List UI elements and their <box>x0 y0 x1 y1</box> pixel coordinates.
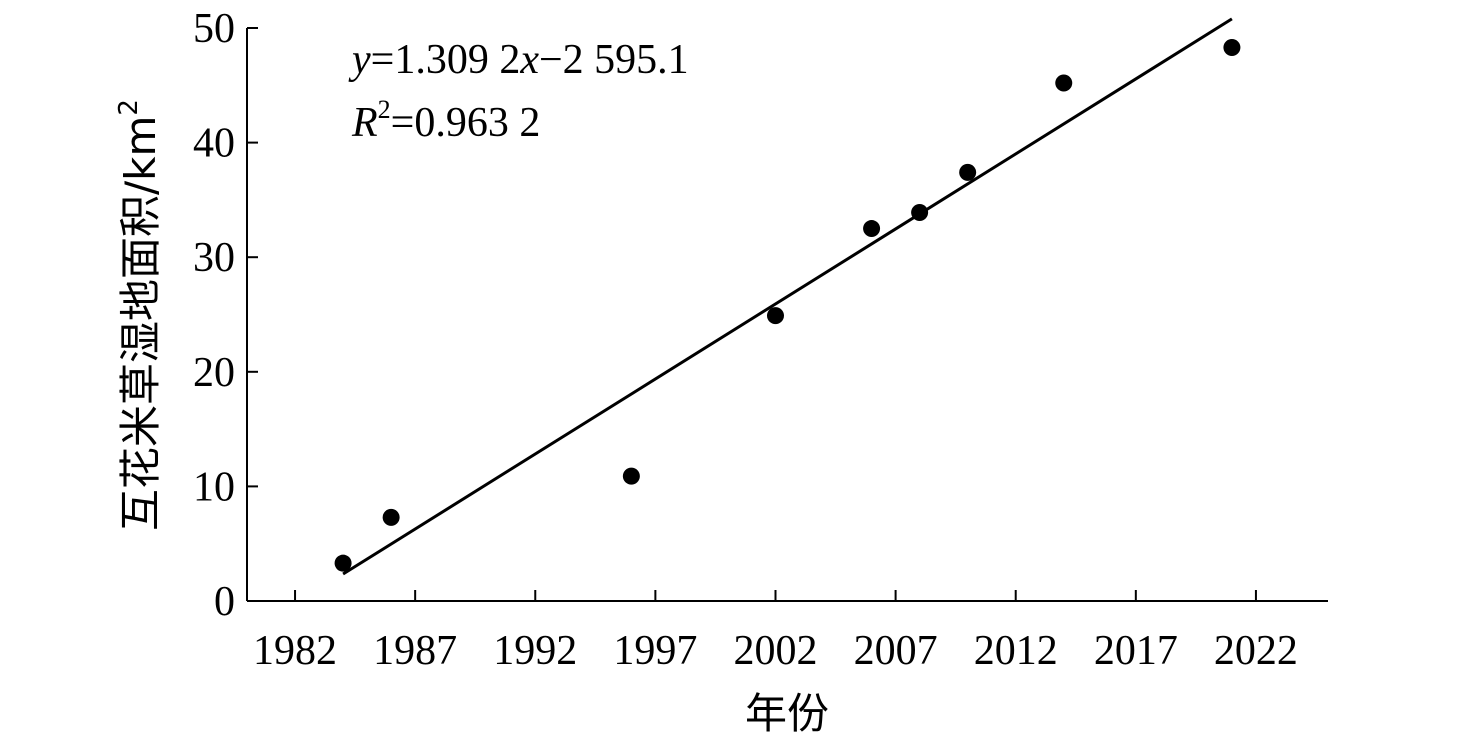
equation-y: y <box>348 37 371 83</box>
y-tick-label: 30 <box>193 235 235 281</box>
data-point <box>863 220 881 238</box>
x-tick-label: 1997 <box>613 628 697 674</box>
y-ticks: 0 10 20 30 40 50 <box>193 6 258 625</box>
r2-value: =0.963 2 <box>391 100 541 146</box>
equation-intercept: −2 595.1 <box>539 37 689 83</box>
regression-equation: y=1.309 2x−2 595.1 <box>348 37 689 83</box>
data-point <box>959 163 977 181</box>
data-point <box>911 204 929 222</box>
data-point <box>382 508 400 526</box>
data-point <box>1055 74 1073 92</box>
x-ticks: 1982 1987 1992 1997 2002 2007 2012 2017 2022 <box>253 590 1298 674</box>
y-axis-title-sup: 2 <box>114 99 144 116</box>
equation-slope: =1.309 2 <box>371 37 521 83</box>
y-axis-title: 互花米草湿地面积/km2 <box>114 99 165 531</box>
y-tick-label: 0 <box>214 579 235 625</box>
x-tick-label: 2022 <box>1214 628 1298 674</box>
data-point <box>766 307 784 325</box>
r2-label: R <box>351 100 378 146</box>
r-squared: R2=0.963 2 <box>351 95 540 146</box>
regression-line-group <box>342 17 1233 576</box>
x-tick-label: 1992 <box>493 628 577 674</box>
x-axis-title: 年份 <box>745 689 829 738</box>
x-tick-label: 1982 <box>253 628 337 674</box>
equation-x: x <box>519 37 539 83</box>
data-point <box>1223 38 1241 56</box>
x-tick-label: 2012 <box>974 628 1058 674</box>
r2-sup: 2 <box>378 95 391 124</box>
y-tick-label: 50 <box>193 6 235 52</box>
x-tick-label: 1987 <box>373 628 457 674</box>
x-tick-label: 2002 <box>733 628 817 674</box>
y-axis-title-main: 互花米草湿地面积/km <box>116 116 165 531</box>
regression-line <box>342 17 1233 576</box>
x-tick-label: 2007 <box>854 628 938 674</box>
data-point <box>334 554 352 572</box>
y-tick-label: 10 <box>193 464 235 510</box>
data-point <box>622 467 640 485</box>
data-points <box>334 38 1241 572</box>
x-tick-label: 2017 <box>1094 628 1178 674</box>
axes <box>246 28 1328 602</box>
y-tick-label: 20 <box>193 350 235 396</box>
y-tick-label: 40 <box>193 121 235 167</box>
